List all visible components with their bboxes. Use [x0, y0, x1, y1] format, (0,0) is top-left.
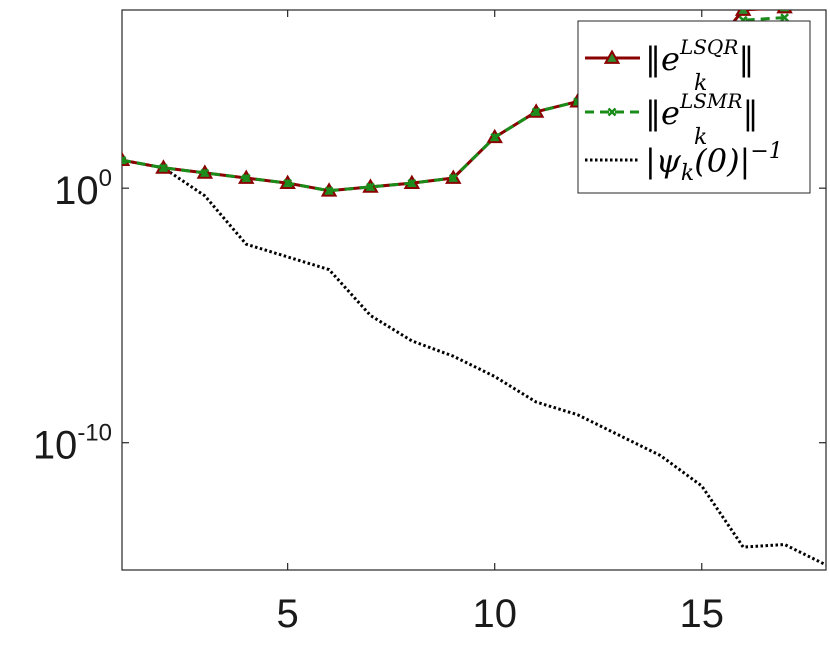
series-line-psi: [122, 158, 826, 567]
legend-label-lsmr: ‖eLSMR‖: [645, 89, 758, 132]
legend-marker-lsmr: [607, 107, 617, 117]
point-lsqr-16: [734, 10, 752, 16]
point-lsmr-17: [780, 13, 789, 23]
point-lsmr-6: [324, 186, 334, 196]
point-lsmr-8: [407, 178, 417, 188]
legend-label-lsqr: ‖eLSQR‖: [645, 35, 754, 78]
point-lsmr-1: [122, 155, 127, 165]
legend-box: [577, 20, 811, 194]
x-tick-label-5: 5: [277, 592, 299, 636]
y-tick-label-0: 100: [54, 165, 112, 213]
point-lsmr-3: [200, 168, 210, 178]
y-axis-ticks: 100 10-10: [33, 165, 826, 468]
y-tick-label--10: 10-10: [33, 420, 112, 468]
legend-label-psi: |ψk(0)|−1: [645, 139, 783, 186]
x-tick-label-15: 15: [680, 592, 725, 636]
point-lsmr-7: [366, 182, 375, 192]
legend-marker-lsqr: [603, 49, 621, 64]
x-axis-ticks: 5 10 15: [277, 10, 724, 636]
legend-subscript-lsmr: k: [694, 125, 707, 150]
x-tick-label-10: 10: [472, 592, 517, 636]
point-lsmr-4: [241, 173, 251, 183]
legend-subscript-lsqr: k: [694, 71, 707, 96]
point-lsmr-10: [490, 132, 500, 142]
point-lsmr-11: [531, 107, 541, 117]
point-lsmr-5: [283, 178, 293, 188]
point-lsmr-2: [159, 163, 168, 173]
point-lsmr-9: [448, 173, 458, 183]
legend: ‖eLSQR‖k‖eLSMR‖k|ψk(0)|−1: [577, 20, 811, 194]
point-lsqr-17: [776, 10, 793, 14]
